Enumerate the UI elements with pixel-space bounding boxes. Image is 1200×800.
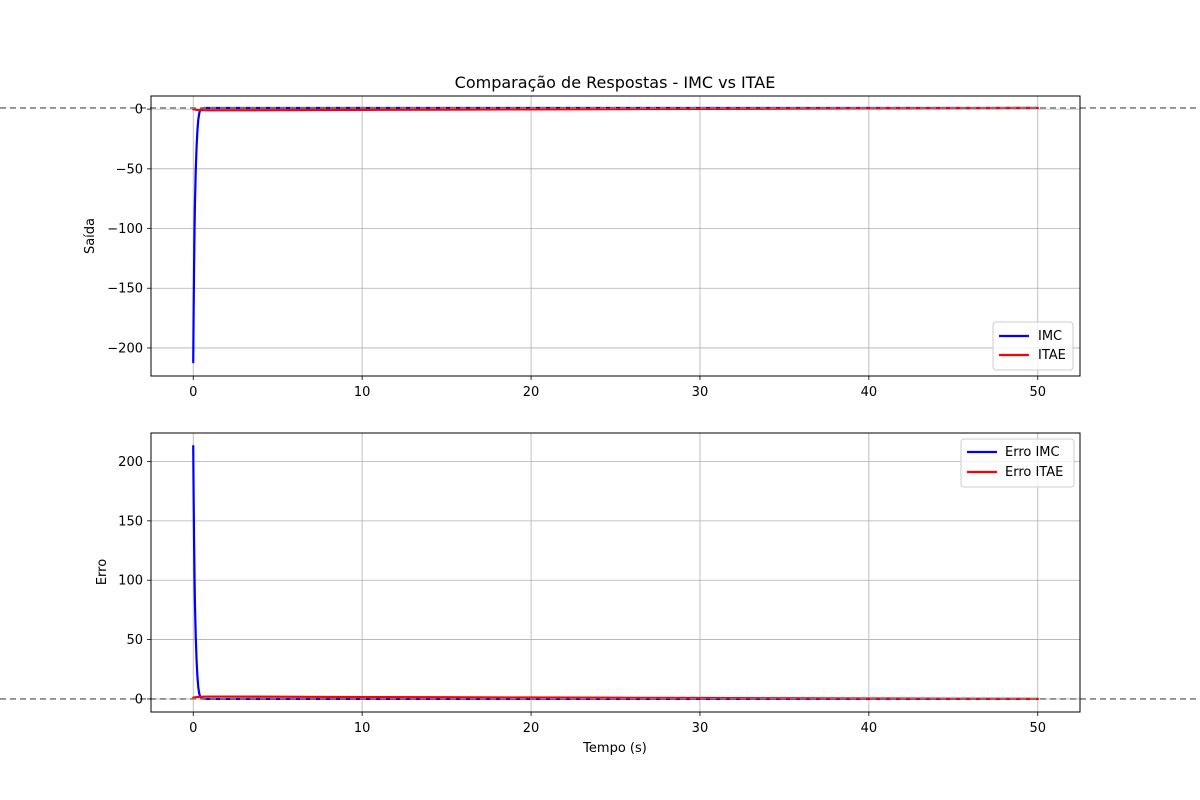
output-x-tick-label-40: 40: [861, 385, 878, 400]
error-legend: Erro IMC Erro ITAE: [960, 438, 1075, 488]
output-y-tick-label-4: −200: [107, 341, 143, 356]
error-x-tick-label-40: 40: [861, 721, 878, 736]
error-y-ticks: 0 50 100 150 200: [118, 455, 151, 707]
legend-label-imc: IMC: [1038, 329, 1062, 344]
output-legend: IMC ITAE: [992, 321, 1074, 371]
legend-label-erro-imc: Erro IMC: [1005, 445, 1060, 460]
legend-label-erro-itae: Erro ITAE: [1005, 465, 1063, 480]
error-x-tick-label-50: 50: [1029, 721, 1046, 736]
output-subplot: 0 10 20 30 40 50 0 −50 −100 −150 −200 Comparação …: [0, 73, 1200, 400]
error-x-tick-label-20: 20: [523, 721, 540, 736]
output-y-tick-label-1: −50: [116, 162, 143, 177]
error-series-layer: [0, 444, 1200, 701]
error-axes-frame: [150, 432, 1081, 713]
output-x-tick-label-50: 50: [1029, 385, 1046, 400]
error-plot-area: [151, 433, 1080, 712]
output-series-layer: [0, 106, 1200, 364]
error-y-tick-label-4: 200: [118, 455, 143, 470]
error-x-ticks: 0 10 20 30 40 50: [189, 712, 1046, 736]
output-y-ticks: 0 −50 −100 −150 −200: [107, 103, 151, 356]
output-legend-box: [992, 321, 1074, 371]
output-y-tick-label-3: −150: [107, 282, 143, 297]
error-y-tick-label-0: 0: [135, 692, 143, 707]
error-y-tick-label-1: 50: [126, 633, 143, 648]
legend-label-itae: ITAE: [1038, 348, 1066, 363]
output-y-axis-label: Saída: [83, 218, 98, 254]
error-x-tick-label-0: 0: [189, 721, 197, 736]
chart-title: Comparação de Respostas - IMC vs ITAE: [455, 73, 776, 92]
error-x-tick-label-30: 30: [692, 721, 709, 736]
error-y-tick-label-2: 100: [118, 574, 143, 589]
error-y-tick-label-3: 150: [118, 514, 143, 529]
output-x-ticks: 0 10 20 30 40 50: [189, 376, 1046, 400]
output-x-tick-label-20: 20: [523, 385, 540, 400]
error-subplot: 0 10 20 30 40 50 0 50 100 150 200 Tempo (s) Erro …: [0, 432, 1200, 756]
output-plot-area: [151, 96, 1080, 376]
output-axes-frame: [150, 95, 1081, 377]
output-x-tick-label-0: 0: [189, 385, 197, 400]
x-axis-label: Tempo (s): [582, 741, 647, 756]
output-y-tick-label-0: 0: [135, 103, 143, 118]
output-y-tick-label-2: −100: [107, 222, 143, 237]
output-x-tick-label-30: 30: [692, 385, 709, 400]
output-x-tick-label-10: 10: [354, 385, 371, 400]
error-x-tick-label-10: 10: [354, 721, 371, 736]
error-y-axis-label: Erro: [95, 559, 110, 585]
